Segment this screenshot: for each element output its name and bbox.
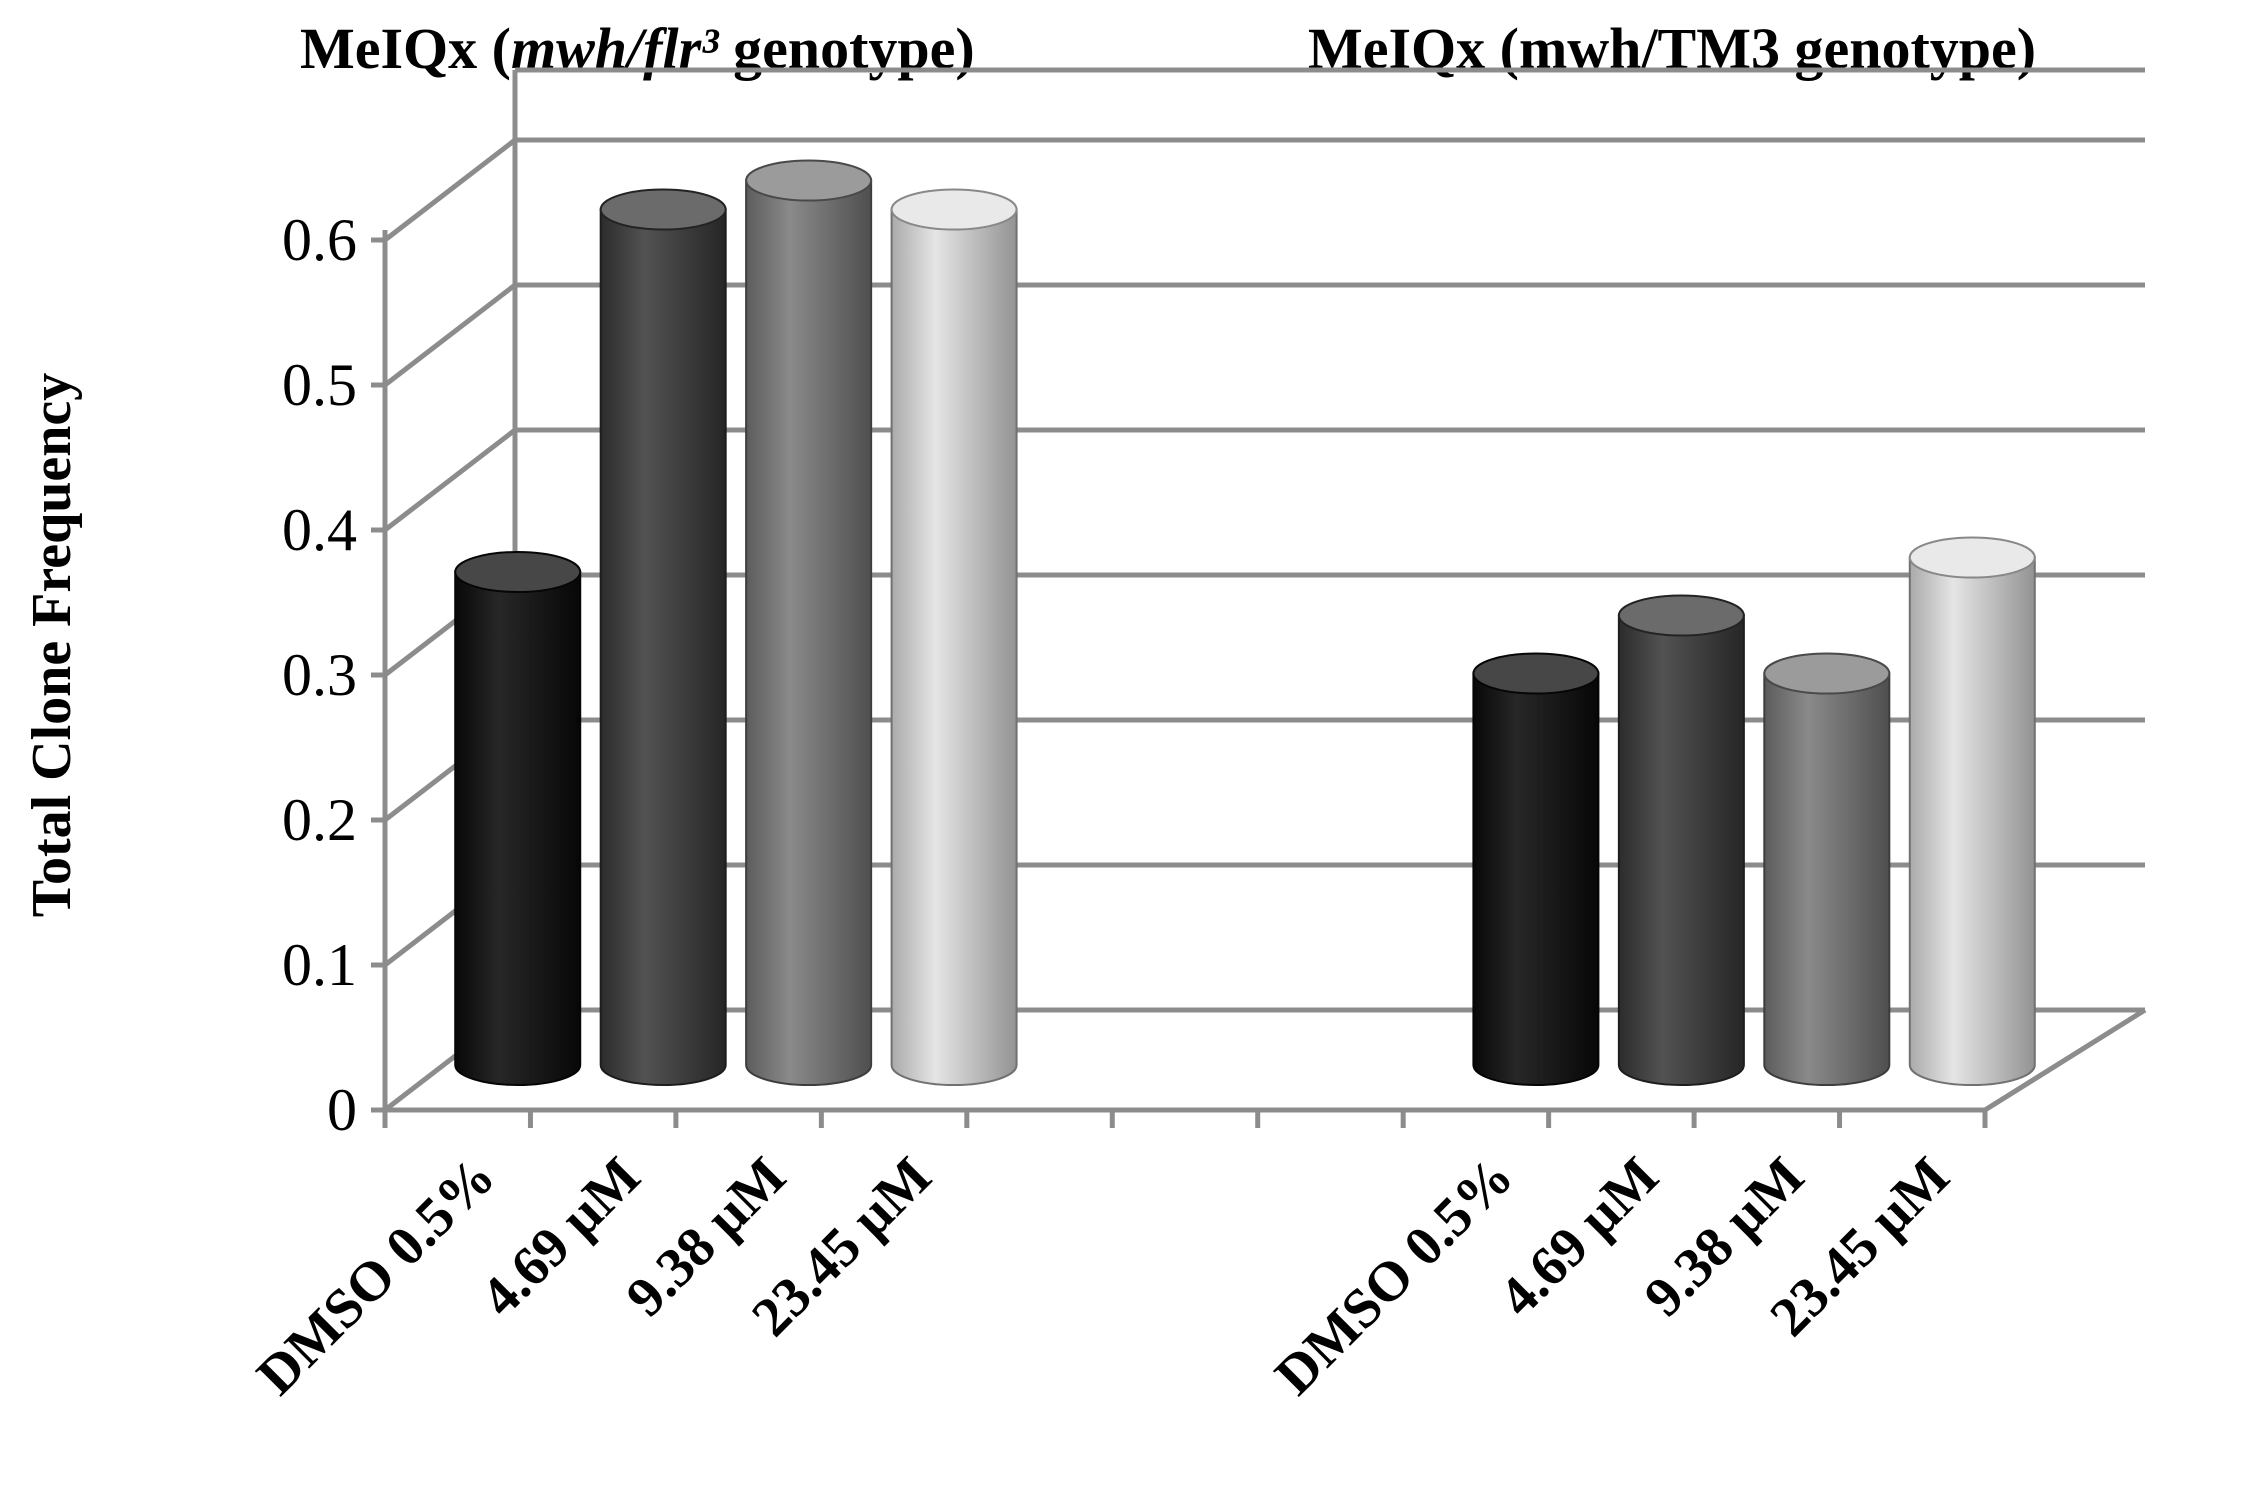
y-tick-label: 0.3 — [282, 642, 357, 708]
bar-body — [1472, 672, 1600, 1086]
y-axis-label: Total Clone Frequency — [21, 373, 83, 917]
x-category-label: DMSO 0.5% — [1263, 1145, 1525, 1407]
bar-top — [599, 188, 727, 231]
y-tick-label: 0.2 — [282, 787, 357, 853]
y-tick-label: 0.1 — [282, 932, 357, 998]
side-gridline-0.5 — [383, 283, 517, 387]
axis-layer — [371, 230, 1988, 1128]
bar-body — [599, 208, 727, 1086]
bar-g0-2 — [745, 159, 873, 1086]
x-category-label: 4.69 µM — [1487, 1145, 1670, 1328]
bar-top — [1617, 594, 1745, 637]
bar-body — [1763, 672, 1891, 1086]
bar-top — [745, 159, 873, 202]
y-tick-label: 0 — [327, 1077, 357, 1143]
bar-top — [1472, 652, 1600, 695]
y-tick-label: 0.5 — [282, 352, 357, 418]
y-tick-label: 0.6 — [282, 207, 357, 273]
bar-g1-0 — [1472, 652, 1600, 1086]
bars-layer — [454, 159, 2036, 1086]
bar-g0-1 — [599, 188, 727, 1086]
bar-top — [1908, 536, 2036, 579]
side-gridline-0.4 — [383, 428, 517, 532]
side-gridline-0.6 — [383, 138, 517, 242]
bar-top — [890, 188, 1018, 231]
bar-g1-1 — [1617, 594, 1745, 1086]
bar-top — [454, 551, 582, 593]
bar-g1-3 — [1908, 536, 2036, 1086]
bar-body — [1908, 556, 2036, 1086]
bar-body — [890, 208, 1018, 1086]
x-category-label: DMSO 0.5% — [245, 1145, 507, 1407]
bar-body — [454, 571, 582, 1086]
bar-g0-3 — [890, 188, 1018, 1086]
bar-top — [1763, 652, 1891, 695]
bar-body — [1617, 614, 1745, 1086]
y-tick-label: 0.4 — [282, 497, 357, 563]
floor-right-edge — [1983, 1007, 2147, 1113]
x-category-label: 4.69 µM — [469, 1145, 652, 1328]
bar-g1-2 — [1763, 652, 1891, 1086]
bar-g0-0 — [454, 551, 582, 1086]
bar-body — [745, 179, 873, 1086]
